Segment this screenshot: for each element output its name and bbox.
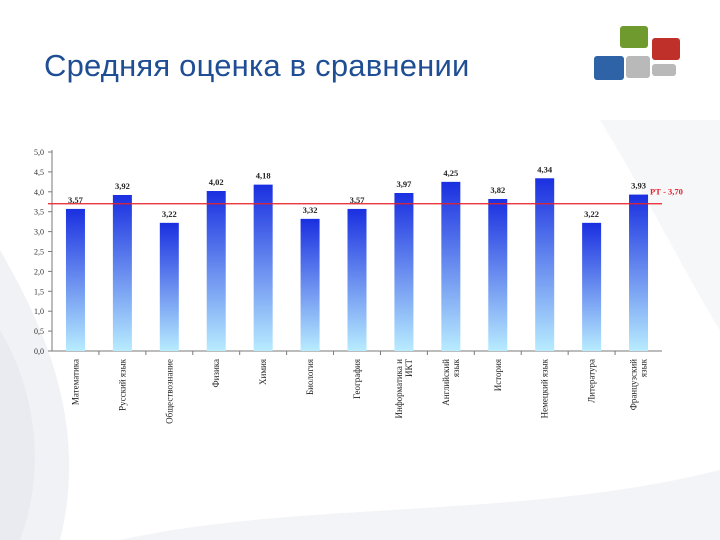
bar	[488, 198, 508, 351]
bar	[347, 208, 367, 351]
x-category-label: Немецкий язык	[540, 358, 550, 418]
x-category-label: История	[493, 359, 503, 391]
bar-value-label: 3,97	[396, 179, 412, 189]
reference-line-label: РТ - 3,70	[650, 187, 683, 197]
y-tick-label: 4,0	[34, 188, 44, 197]
y-tick-label: 3,5	[34, 208, 44, 217]
bar-value-label: 3,57	[350, 195, 366, 205]
bar	[206, 191, 226, 351]
x-category-label: Английскийязык	[441, 358, 461, 405]
page-title: Средняя оценка в сравнении	[44, 48, 470, 83]
bar	[535, 178, 555, 351]
bar	[65, 208, 85, 351]
y-tick-label: 4,5	[34, 168, 44, 177]
x-category-label: Биология	[305, 359, 315, 395]
bar-value-label: 3,57	[68, 195, 84, 205]
bar	[300, 218, 320, 351]
x-category-label: Физика	[211, 359, 221, 388]
x-category-label: Информатика иИКТ	[394, 358, 414, 418]
y-tick-label: 2,0	[34, 267, 44, 276]
x-category-label: Русский язык	[117, 358, 127, 410]
y-tick-label: 3,0	[34, 228, 44, 237]
bar-value-label: 4,25	[443, 168, 458, 178]
bar	[582, 222, 602, 351]
y-tick-label: 1,5	[34, 287, 44, 296]
x-category-label: Математика	[70, 359, 80, 405]
bar	[253, 184, 273, 351]
colored-squares-logo-icon	[594, 26, 680, 80]
bar-value-label: 3,22	[584, 209, 599, 219]
y-tick-label: 5,0	[34, 148, 44, 157]
y-tick-label: 0,5	[34, 327, 44, 336]
bar	[441, 181, 461, 351]
x-category-label: География	[352, 359, 362, 399]
bar-value-label: 3,32	[303, 205, 318, 215]
bar-value-label: 4,34	[537, 164, 553, 174]
bar-value-label: 3,82	[490, 185, 505, 195]
bar	[112, 194, 132, 351]
bar	[394, 192, 414, 351]
x-category-label: Литература	[587, 359, 597, 403]
y-tick-label: 0,0	[34, 347, 44, 356]
bar-value-label: 4,02	[209, 177, 224, 187]
bar-value-label: 3,92	[115, 181, 130, 191]
bar	[629, 194, 649, 351]
bar-value-label: 3,22	[162, 209, 177, 219]
bar-value-label: 4,18	[256, 171, 271, 181]
y-tick-label: 2,5	[34, 248, 44, 257]
y-tick-label: 1,0	[34, 307, 44, 316]
x-category-label: Обществознание	[164, 359, 174, 424]
bar	[159, 222, 179, 351]
bar-value-label: 3,93	[631, 181, 646, 191]
x-category-label: Химия	[258, 359, 268, 385]
x-category-label: Французскийязык	[629, 358, 649, 410]
